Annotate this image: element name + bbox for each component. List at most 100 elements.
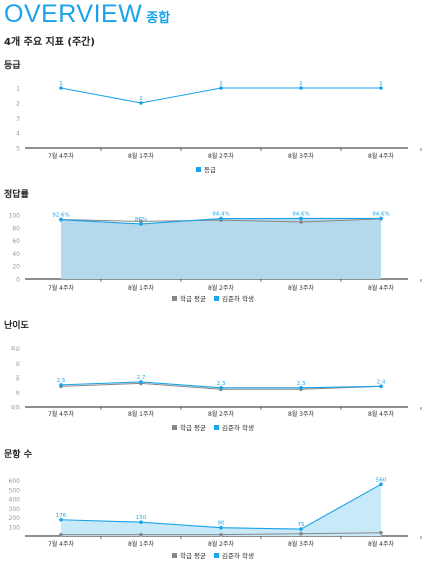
legend-label-student: 김준하 학생 [222, 551, 254, 560]
point-student [299, 86, 303, 90]
y-tick-label: 600 [9, 478, 21, 485]
chart-title-count: 문항 수 [4, 450, 32, 460]
page-title: OVERVIEW [4, 0, 143, 28]
point-average [219, 532, 223, 537]
data-label: 1 [379, 81, 383, 87]
chart-title-grade: 등급 [4, 61, 21, 71]
x-tick-label: 8월 4주차 [368, 540, 395, 548]
difficulty-chart: 최하 하 중 상 최상 7월 4주차 8월 1주차 8월 2주차 8월 3주차 8월 4주차 2.5… [11, 346, 422, 432]
point-student [299, 527, 303, 531]
y-tick-label: 500 [9, 487, 21, 494]
data-label: 2.4 [377, 379, 386, 385]
x-tick-label: 8월 2주차 [208, 540, 235, 548]
x-tick-label: 8월 1주차 [128, 410, 155, 418]
point-student [219, 216, 223, 221]
data-label: 560 [376, 477, 387, 483]
x-tick-label: 7월 4주차 [48, 284, 75, 292]
data-label: 2.5 [57, 378, 66, 384]
y-tick-label: 80 [12, 225, 20, 232]
point-average [299, 531, 303, 536]
y-tick-label: 5 [16, 146, 20, 153]
data-label: 75 [298, 522, 305, 528]
legend-label-average: 학급 평균 [180, 294, 206, 303]
point-student [59, 217, 63, 222]
point-student [59, 517, 63, 522]
data-label: 92.6% [52, 213, 69, 219]
data-label: 94.6% [372, 211, 389, 217]
legend-label-student: 김준하 학생 [222, 423, 254, 432]
point-student [299, 216, 303, 221]
y-tick-label: 60 [12, 238, 20, 245]
point-student [299, 386, 303, 390]
point-average [139, 532, 143, 537]
data-label: 150 [136, 515, 147, 521]
y-tick-label: 3 [16, 116, 20, 123]
x-tick-label: 8월 2주차 [208, 410, 235, 418]
data-label: 176 [56, 513, 67, 519]
point-average [299, 220, 303, 224]
point-average [379, 530, 383, 535]
page-title-kr: 종합 [146, 11, 171, 26]
legend-label: 등급 [204, 166, 216, 174]
page-subtitle: 4개 주요 지표 (주간) [4, 37, 95, 48]
x-tick-label: 8월 1주차 [128, 540, 155, 548]
page-header: OVERVIEW 종합 [4, 0, 170, 29]
x-tick-label: 8월 1주차 [128, 284, 155, 292]
x-tick-label: 8월 3주차 [288, 410, 315, 418]
y-tick-label: 1 [16, 86, 20, 93]
y-tick-label: 하 [15, 390, 20, 397]
legend-swatch-student [214, 296, 219, 301]
grade-chart: 1 2 3 4 5 7월 4주차 8월 1주차 8월 2주차 8월 3주차 8월 4주차 1 2 1 1 1… [16, 81, 422, 174]
data-label: 2.3 [217, 381, 226, 387]
y-tick-label: 2 [16, 101, 20, 108]
x-tick-label: 7월 4주차 [48, 410, 75, 418]
data-label: 2 [139, 96, 143, 102]
y-tick-label: 최상 [11, 346, 21, 353]
legend-swatch-average [172, 425, 177, 430]
point-average [139, 219, 143, 224]
point-student [379, 216, 383, 221]
y-tick-label: 최하 [11, 405, 21, 412]
point-student [139, 520, 143, 524]
x-tick-label: 8월 2주차 [208, 284, 235, 292]
x-tick-label: 8월 2주차 [208, 152, 235, 160]
point-student [219, 525, 223, 530]
series-area [61, 218, 381, 279]
legend-swatch-student [214, 553, 219, 558]
x-tick-label: 7월 4주차 [48, 152, 75, 160]
point-student [59, 383, 63, 387]
y-tick-label: 300 [9, 506, 21, 513]
point-student [379, 482, 383, 487]
data-label: 90 [218, 521, 225, 527]
data-label: 94.6% [292, 211, 309, 217]
data-label: 1 [299, 81, 303, 87]
point-student [219, 86, 223, 90]
chart-title-accuracy: 정답률 [4, 190, 29, 200]
data-label: 86% [135, 217, 147, 223]
y-tick-label: 4 [16, 131, 20, 138]
point-student [139, 101, 143, 105]
x-tick-label: 8월 4주차 [368, 410, 395, 418]
chart-title-difficulty: 난이도 [4, 321, 29, 331]
point-student [219, 386, 223, 390]
legend-swatch [196, 167, 201, 172]
legend-label-average: 학급 평균 [180, 551, 206, 560]
data-label: 2.3 [297, 381, 306, 387]
y-tick-label: 0 [16, 277, 20, 284]
x-tick-label: 7월 4주차 [48, 540, 75, 548]
y-tick-label: 40 [12, 251, 20, 258]
point-average [59, 532, 63, 537]
y-tick-label: 중 [15, 376, 20, 382]
x-tick-label: 8월 3주차 [288, 284, 315, 292]
count-chart: 100 200 300 400 500 600 7월 4주차 8월 1주차 8월 2주차 8월 3… [9, 477, 422, 560]
data-label: 2.7 [137, 375, 146, 381]
legend-swatch-average [172, 553, 177, 558]
y-tick-label: 200 [9, 515, 21, 522]
point-student [139, 380, 143, 384]
legend-swatch-average [172, 296, 177, 301]
data-label: 1 [59, 81, 63, 87]
point-student [139, 222, 143, 226]
y-tick-label: 400 [9, 497, 21, 504]
data-label: 1 [219, 81, 223, 87]
y-tick-label: 20 [12, 264, 20, 271]
